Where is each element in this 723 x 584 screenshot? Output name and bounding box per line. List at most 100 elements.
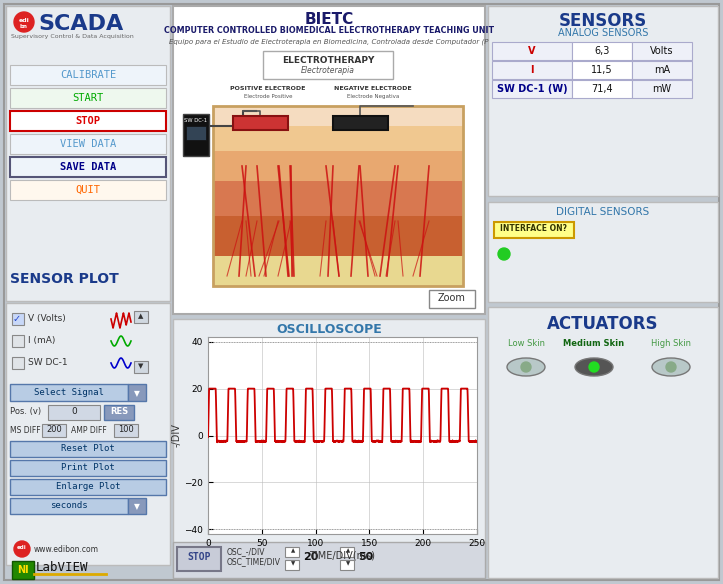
Text: ▲: ▲ [291, 548, 295, 553]
Text: Volts: Volts [650, 46, 674, 56]
Text: ▲: ▲ [346, 548, 350, 553]
Text: SW DC-1: SW DC-1 [184, 118, 208, 123]
FancyBboxPatch shape [340, 560, 354, 570]
FancyBboxPatch shape [12, 561, 34, 579]
FancyBboxPatch shape [10, 441, 166, 457]
Text: ▼: ▼ [138, 363, 144, 369]
Text: MS DIFF: MS DIFF [10, 426, 40, 435]
Text: OSCILLOSCOPE: OSCILLOSCOPE [276, 323, 382, 336]
Text: V (Volts): V (Volts) [28, 314, 66, 323]
Text: mW: mW [652, 84, 672, 94]
FancyBboxPatch shape [173, 319, 485, 578]
Text: SCADA: SCADA [38, 14, 123, 34]
FancyBboxPatch shape [10, 134, 166, 154]
FancyBboxPatch shape [104, 405, 134, 420]
FancyBboxPatch shape [10, 479, 166, 495]
FancyBboxPatch shape [12, 357, 24, 369]
FancyBboxPatch shape [8, 8, 168, 58]
Text: POSITIVE ELECTRODE: POSITIVE ELECTRODE [231, 86, 306, 91]
FancyBboxPatch shape [173, 6, 485, 314]
FancyBboxPatch shape [494, 222, 574, 238]
Text: 11,5: 11,5 [591, 65, 613, 75]
Text: STOP: STOP [187, 552, 210, 562]
Text: ✓: ✓ [13, 314, 21, 324]
FancyBboxPatch shape [285, 560, 299, 570]
Text: I (mA): I (mA) [28, 336, 56, 345]
Text: SW DC-1: SW DC-1 [28, 358, 68, 367]
FancyBboxPatch shape [12, 335, 24, 347]
Text: edi: edi [19, 18, 30, 23]
FancyBboxPatch shape [492, 61, 572, 79]
FancyBboxPatch shape [6, 6, 170, 301]
Circle shape [589, 362, 599, 372]
Text: Low Skin: Low Skin [508, 339, 544, 348]
FancyBboxPatch shape [488, 307, 718, 578]
FancyBboxPatch shape [572, 42, 632, 60]
FancyBboxPatch shape [340, 547, 354, 557]
Text: DIGITAL SENSORS: DIGITAL SENSORS [557, 207, 650, 217]
FancyBboxPatch shape [213, 151, 463, 181]
FancyBboxPatch shape [285, 547, 299, 557]
Circle shape [521, 362, 531, 372]
FancyBboxPatch shape [488, 6, 718, 196]
Text: Medium Skin: Medium Skin [563, 339, 625, 348]
Text: ▼: ▼ [134, 502, 140, 511]
Text: RES: RES [110, 407, 128, 416]
FancyBboxPatch shape [10, 498, 128, 514]
Text: ▼: ▼ [134, 389, 140, 398]
Y-axis label: -/DIV: -/DIV [171, 423, 181, 447]
FancyBboxPatch shape [10, 460, 166, 476]
FancyBboxPatch shape [429, 290, 475, 308]
FancyBboxPatch shape [10, 157, 166, 177]
Text: ▼: ▼ [291, 561, 295, 566]
FancyBboxPatch shape [333, 116, 388, 130]
FancyBboxPatch shape [10, 111, 166, 131]
FancyBboxPatch shape [134, 361, 148, 373]
Ellipse shape [507, 358, 545, 376]
Text: INTERFACE ON?: INTERFACE ON? [500, 224, 568, 233]
Text: 6,3: 6,3 [594, 46, 609, 56]
Text: STOP: STOP [75, 116, 100, 126]
Text: SENSOR PLOT: SENSOR PLOT [10, 272, 119, 286]
Text: LabVIEW: LabVIEW [36, 561, 88, 574]
Text: Print Plot: Print Plot [61, 463, 115, 472]
Text: 20: 20 [303, 552, 318, 562]
Text: CALIBRATE: CALIBRATE [60, 70, 116, 80]
Text: NEGATIVE ELECTRODE: NEGATIVE ELECTRODE [334, 86, 412, 91]
FancyBboxPatch shape [632, 80, 692, 98]
Text: Zoom: Zoom [438, 293, 466, 303]
FancyBboxPatch shape [263, 51, 393, 79]
Text: ▲: ▲ [138, 313, 144, 319]
FancyBboxPatch shape [10, 65, 166, 85]
FancyBboxPatch shape [572, 80, 632, 98]
Text: COMPUTER CONTROLLED BIOMEDICAL ELECTROTHERAPY TEACHING UNIT: COMPUTER CONTROLLED BIOMEDICAL ELECTROTH… [164, 26, 494, 35]
FancyBboxPatch shape [134, 311, 148, 323]
FancyBboxPatch shape [492, 80, 572, 98]
Text: Electroterapia: Electroterapia [301, 66, 355, 75]
Text: I: I [530, 65, 534, 75]
Text: ELECTROTHERAPY: ELECTROTHERAPY [282, 56, 375, 65]
Circle shape [666, 362, 676, 372]
Text: ANALOG SENSORS: ANALOG SENSORS [558, 28, 649, 38]
FancyBboxPatch shape [128, 384, 146, 401]
Text: Reset Plot: Reset Plot [61, 444, 115, 453]
FancyBboxPatch shape [492, 42, 572, 60]
FancyBboxPatch shape [173, 542, 485, 578]
FancyBboxPatch shape [213, 181, 463, 216]
Text: START: START [72, 93, 103, 103]
FancyBboxPatch shape [572, 61, 632, 79]
Text: Enlarge Plot: Enlarge Plot [56, 482, 120, 491]
FancyBboxPatch shape [12, 313, 24, 325]
Circle shape [498, 248, 510, 260]
X-axis label: TIME/DIV(ms): TIME/DIV(ms) [309, 551, 375, 561]
Text: mA: mA [654, 65, 670, 75]
Circle shape [14, 12, 34, 32]
Text: edi: edi [17, 545, 27, 550]
Text: SENSORS: SENSORS [559, 12, 647, 30]
Text: SAVE DATA: SAVE DATA [60, 162, 116, 172]
FancyBboxPatch shape [488, 202, 718, 302]
Text: BIETC: BIETC [304, 12, 354, 27]
FancyBboxPatch shape [186, 126, 206, 140]
FancyBboxPatch shape [42, 424, 66, 437]
FancyBboxPatch shape [114, 424, 138, 437]
